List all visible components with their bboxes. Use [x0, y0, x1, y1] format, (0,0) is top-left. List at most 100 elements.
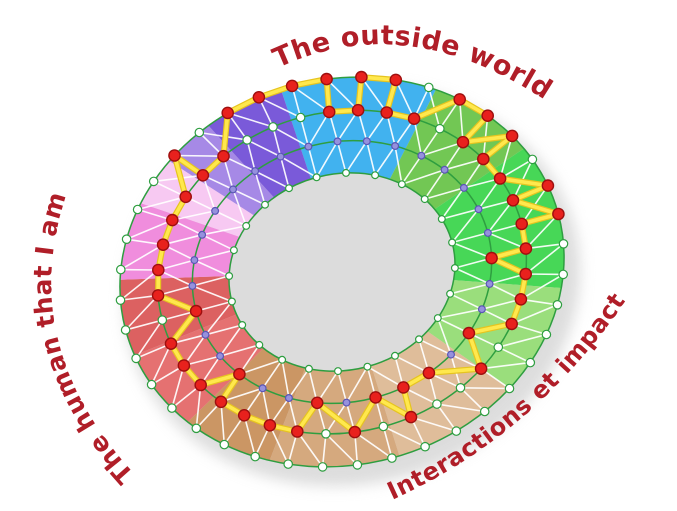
red-graph-node-r2-16[interactable]: [474, 362, 488, 376]
graph-node-r3-27[interactable]: [198, 230, 207, 239]
graph-node-r3-0[interactable]: [304, 142, 313, 151]
red-graph-node-r2-14[interactable]: [505, 317, 519, 331]
graph-node-r3-13[interactable]: [447, 350, 456, 359]
red-graph-node-r2-9[interactable]: [506, 193, 520, 207]
graph-node-r2-39[interactable]: [268, 122, 278, 132]
graph-node-inn-4[interactable]: [420, 195, 429, 204]
graph-node-o-17[interactable]: [479, 406, 490, 417]
graph-node-r3-17[interactable]: [342, 398, 351, 407]
red-graph-node-r3-24[interactable]: [189, 304, 203, 318]
red-graph-node-r2-23[interactable]: [290, 425, 304, 438]
graph-node-o-23[interactable]: [283, 459, 293, 469]
graph-node-r3-22[interactable]: [216, 352, 225, 361]
red-graph-node-r2-27[interactable]: [194, 378, 207, 392]
graph-node-inn-7[interactable]: [450, 264, 459, 273]
graph-node-inn-12[interactable]: [363, 362, 372, 371]
graph-node-o-24[interactable]: [250, 451, 260, 462]
graph-node-inn-16[interactable]: [255, 340, 264, 349]
graph-node-inn-21[interactable]: [242, 221, 251, 230]
red-graph-node-r2-36[interactable]: [196, 168, 210, 182]
red-graph-node-r2-3[interactable]: [380, 106, 394, 119]
graph-node-r2-17[interactable]: [455, 382, 466, 393]
graph-node-inn-8[interactable]: [446, 289, 455, 298]
graph-node-r3-19[interactable]: [284, 394, 293, 403]
red-graph-node-r3-14[interactable]: [422, 366, 436, 380]
graph-node-o-16[interactable]: [504, 383, 515, 394]
graph-node-o-15[interactable]: [525, 357, 536, 368]
red-graph-node-o-3[interactable]: [389, 73, 403, 87]
red-graph-node-o-9[interactable]: [541, 179, 555, 192]
red-graph-node-r3-9[interactable]: [485, 251, 498, 265]
red-graph-node-r2-7[interactable]: [476, 152, 490, 166]
red-graph-node-r2-25[interactable]: [237, 408, 251, 422]
red-graph-node-o-1[interactable]: [320, 72, 333, 86]
graph-node-inn-1[interactable]: [342, 168, 351, 177]
graph-node-o-30[interactable]: [120, 325, 131, 335]
graph-node-r3-11[interactable]: [477, 305, 486, 314]
graph-node-inn-20[interactable]: [229, 246, 238, 255]
graph-node-r3-4[interactable]: [417, 151, 426, 160]
graph-node-inn-22[interactable]: [261, 200, 270, 209]
graph-node-r3-2[interactable]: [362, 137, 371, 146]
red-graph-node-o-38[interactable]: [221, 106, 234, 120]
graph-node-o-12[interactable]: [558, 269, 568, 280]
graph-node-r3-5[interactable]: [440, 165, 449, 174]
graph-node-r3-30[interactable]: [251, 167, 260, 176]
graph-node-r2-5[interactable]: [434, 123, 445, 134]
graph-node-r2-15[interactable]: [493, 342, 504, 352]
graph-node-r2-18[interactable]: [432, 399, 442, 409]
graph-node-o-27[interactable]: [167, 403, 177, 413]
graph-node-r2-38[interactable]: [242, 135, 252, 145]
red-graph-node-r2-6[interactable]: [456, 135, 470, 149]
red-graph-node-r2-29[interactable]: [164, 337, 178, 351]
graph-node-o-22[interactable]: [317, 462, 328, 472]
red-graph-node-r2-37[interactable]: [217, 149, 230, 163]
red-graph-node-r2-1[interactable]: [322, 105, 336, 119]
red-graph-node-r2-11[interactable]: [519, 242, 533, 255]
red-graph-node-r2-33[interactable]: [156, 238, 170, 251]
red-graph-node-r2-4[interactable]: [407, 112, 421, 125]
graph-node-r2-20[interactable]: [378, 421, 389, 432]
red-graph-node-r2-26[interactable]: [214, 395, 228, 409]
red-graph-node-r2-8[interactable]: [493, 172, 507, 185]
graph-node-o-35[interactable]: [148, 176, 159, 187]
graph-node-inn-5[interactable]: [437, 215, 446, 224]
graph-node-o-31[interactable]: [115, 295, 126, 305]
red-graph-node-o-7[interactable]: [505, 129, 519, 143]
red-graph-node-o-36[interactable]: [168, 149, 181, 162]
red-graph-node-r2-2[interactable]: [351, 103, 365, 117]
graph-node-o-26[interactable]: [191, 423, 202, 434]
graph-node-r3-28[interactable]: [211, 206, 220, 215]
red-graph-node-o-10[interactable]: [552, 207, 565, 221]
graph-node-r2-0[interactable]: [295, 112, 306, 123]
graph-node-r3-26[interactable]: [190, 256, 199, 265]
graph-node-inn-15[interactable]: [278, 355, 287, 364]
graph-node-inn-23[interactable]: [285, 184, 294, 193]
graph-node-inn-0[interactable]: [312, 173, 321, 182]
graph-node-r2-30[interactable]: [157, 315, 168, 325]
red-graph-node-o-39[interactable]: [252, 91, 266, 104]
graph-node-o-34[interactable]: [132, 204, 143, 215]
graph-node-inn-14[interactable]: [304, 364, 313, 373]
graph-node-inn-17[interactable]: [238, 321, 247, 330]
graph-node-o-21[interactable]: [352, 460, 363, 470]
graph-node-inn-19[interactable]: [225, 272, 234, 281]
graph-node-r3-8[interactable]: [483, 228, 492, 237]
graph-node-r3-25[interactable]: [188, 281, 197, 290]
red-graph-node-o-0[interactable]: [285, 79, 299, 93]
graph-node-inn-10[interactable]: [415, 335, 424, 344]
graph-node-o-18[interactable]: [451, 426, 462, 436]
graph-node-o-28[interactable]: [146, 379, 157, 390]
graph-node-inn-6[interactable]: [448, 238, 457, 247]
graph-node-inn-9[interactable]: [433, 314, 442, 323]
red-graph-node-o-2[interactable]: [355, 70, 368, 84]
graph-node-o-37[interactable]: [194, 127, 205, 138]
graph-node-o-19[interactable]: [420, 441, 430, 452]
graph-node-o-33[interactable]: [121, 234, 132, 244]
graph-node-inn-11[interactable]: [391, 351, 400, 360]
graph-node-o-4[interactable]: [423, 82, 434, 93]
graph-node-r3-1[interactable]: [333, 137, 342, 146]
red-graph-node-r2-34[interactable]: [165, 213, 179, 227]
graph-node-r3-20[interactable]: [258, 384, 267, 393]
red-graph-node-r3-15[interactable]: [397, 381, 410, 394]
